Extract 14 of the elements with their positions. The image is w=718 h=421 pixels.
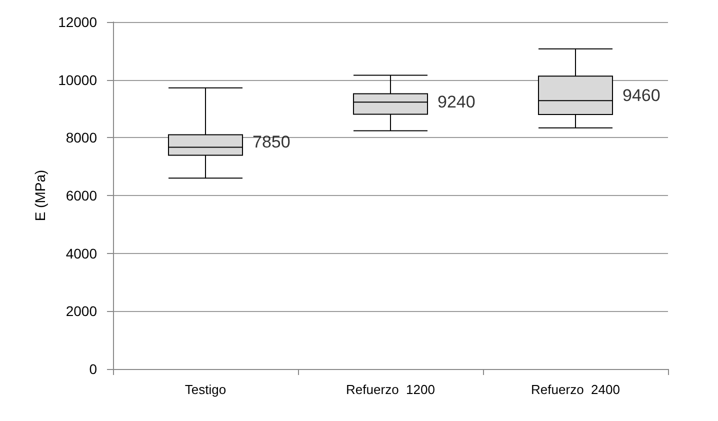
annotation: 7850 <box>252 132 290 152</box>
y-tick-label: 0 <box>89 361 98 377</box>
y-tick-label: 8000 <box>66 130 98 146</box>
annotation: 9240 <box>438 92 476 112</box>
x-tick-label: Refuerzo 2400 <box>531 382 620 397</box>
y-axis-title: E (MPa) <box>32 170 48 222</box>
y-tick-label: 6000 <box>66 188 98 204</box>
x-tick-label: Refuerzo 1200 <box>346 382 435 397</box>
annotation: 9460 <box>622 86 660 105</box>
y-tick-label: 12000 <box>58 14 98 30</box>
x-tick-label: Testigo <box>184 382 226 397</box>
y-tick-label: 2000 <box>66 303 98 320</box>
y-tick-label: 10000 <box>58 72 98 88</box>
y-tick-label: 4000 <box>66 245 98 262</box>
